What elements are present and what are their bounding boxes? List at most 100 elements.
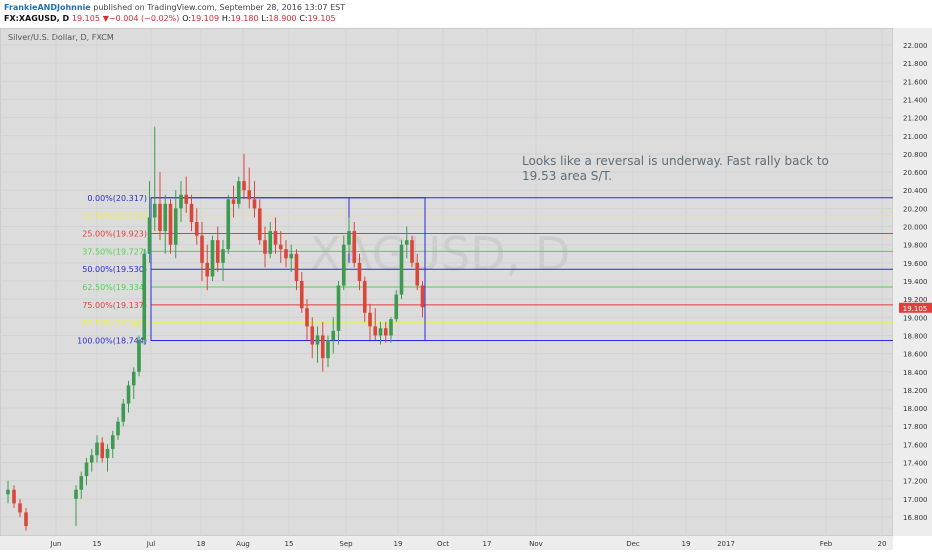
candle-body bbox=[179, 194, 183, 209]
price-tick-label: 18.200 bbox=[903, 387, 928, 395]
candle-body bbox=[184, 194, 189, 204]
candle-body bbox=[142, 253, 147, 340]
price-tick-label: 19.200 bbox=[903, 296, 928, 304]
price-tick-label: 21.200 bbox=[903, 115, 928, 123]
annotation-line: Looks like a reversal is underway. Fast … bbox=[522, 154, 829, 168]
annotation-text[interactable]: Looks like a reversal is underway. Fast … bbox=[522, 154, 829, 183]
candle-body bbox=[168, 203, 173, 245]
candle-body bbox=[420, 285, 425, 308]
price-tick-label: 19.400 bbox=[903, 278, 928, 286]
candle-body bbox=[263, 240, 267, 254]
candle-body bbox=[278, 244, 283, 250]
price-tick-label: 20.800 bbox=[903, 151, 928, 159]
candle-body bbox=[79, 476, 84, 490]
close-value: 19.105 bbox=[307, 14, 336, 23]
candle-body bbox=[341, 244, 346, 286]
time-tick-label: 15 bbox=[93, 540, 102, 548]
candle-body bbox=[242, 181, 246, 191]
candle-body bbox=[116, 421, 120, 436]
high-label: H: bbox=[221, 14, 231, 23]
candle-body bbox=[294, 253, 299, 281]
fib-level-label: 50.00%(19.530) bbox=[82, 265, 147, 274]
time-tick-label: Oct bbox=[437, 540, 449, 548]
chart-area[interactable]: XAGUSD, D Silver/U.S. Dollar, D, FXCM 0.… bbox=[0, 27, 932, 550]
down-arrow-icon: ▼ bbox=[102, 14, 109, 23]
fib-level-label: 0.00%(20.317) bbox=[87, 194, 147, 203]
grid-lines bbox=[0, 28, 893, 536]
price-chart[interactable]: XAGUSD, D Silver/U.S. Dollar, D, FXCM 0.… bbox=[0, 27, 932, 550]
candle-body bbox=[137, 340, 141, 372]
candle-body bbox=[331, 330, 336, 340]
publish-info: FrankieANDJohnnie published on TradingVi… bbox=[4, 2, 345, 13]
fib-range-box bbox=[150, 197, 426, 342]
last-price-marker: 19.105 bbox=[899, 302, 932, 313]
price-scale[interactable] bbox=[893, 28, 932, 536]
price-tick-label: 17.800 bbox=[903, 423, 928, 431]
price-tick-label: 16.800 bbox=[903, 514, 928, 522]
candle-body bbox=[305, 308, 309, 327]
time-tick-label: 18 bbox=[197, 540, 206, 548]
candle-body bbox=[326, 340, 330, 359]
price-tick-label: 19.800 bbox=[903, 242, 928, 250]
candle-body bbox=[252, 199, 257, 209]
time-axis-labels: Jun 15 Jul 18 Aug 15 Sep 19 Oct 17 Nov Dec 19 2017 Feb… bbox=[50, 540, 887, 548]
candle-body bbox=[357, 262, 362, 281]
candle-body bbox=[362, 281, 367, 313]
candle-body bbox=[6, 489, 10, 495]
price-tick-label: 21.800 bbox=[903, 60, 928, 68]
time-tick-label: Aug bbox=[236, 540, 250, 548]
candle-body bbox=[273, 231, 278, 245]
price-tick-label: 20.600 bbox=[903, 169, 928, 177]
plot-panel[interactable] bbox=[0, 27, 894, 537]
fib-level-label: 100.00%(18.744) bbox=[77, 337, 147, 346]
time-tick-label: Dec bbox=[626, 540, 640, 548]
time-tick-label: Sep bbox=[339, 540, 353, 548]
price-tick-label: 18.400 bbox=[903, 369, 928, 377]
candle-body bbox=[368, 312, 372, 327]
price-tick-label: 20.400 bbox=[903, 187, 928, 195]
candle-body bbox=[18, 503, 22, 513]
price-tick-label: 17.400 bbox=[903, 460, 928, 468]
candle-body bbox=[389, 319, 393, 336]
candle-body bbox=[163, 203, 168, 232]
candlestick-series bbox=[6, 126, 425, 531]
low-label: L: bbox=[261, 14, 269, 23]
candle-body bbox=[105, 448, 110, 458]
fib-level-label: 87.50%(18.940) bbox=[82, 319, 147, 328]
price-tick-label: 20.000 bbox=[903, 224, 928, 232]
time-tick-label: Jun bbox=[50, 540, 62, 548]
candle-body bbox=[189, 203, 194, 222]
price-axis-labels: 22.000 21.800 21.600 21.400 21.200 21.000 20.8… bbox=[903, 42, 928, 522]
high-value: 19.180 bbox=[230, 14, 259, 23]
price-tick-label: 18.000 bbox=[903, 405, 928, 413]
price-tick-label: 17.600 bbox=[903, 441, 928, 449]
candle-body bbox=[299, 281, 304, 309]
price-tick-label: 21.000 bbox=[903, 133, 928, 141]
last-price: 19.105 bbox=[71, 14, 100, 23]
price-tick-label: 22.000 bbox=[903, 42, 928, 50]
price-tick-label: 18.800 bbox=[903, 332, 928, 340]
last-price-label: 19.105 bbox=[903, 305, 928, 313]
price-tick-label: 21.600 bbox=[903, 78, 928, 86]
candle-body bbox=[24, 512, 28, 527]
candle-body bbox=[173, 208, 178, 245]
candle-body bbox=[221, 249, 225, 263]
candle-body bbox=[336, 285, 341, 331]
candle-body bbox=[231, 199, 236, 204]
low-value: 18.900 bbox=[268, 14, 297, 23]
candle-body bbox=[394, 294, 399, 320]
price-tick-label: 20.200 bbox=[903, 205, 928, 213]
candle-body bbox=[100, 442, 105, 458]
time-tick-label: 2017 bbox=[717, 540, 735, 548]
author-link[interactable]: FrankieANDJohnnie bbox=[4, 3, 91, 12]
candle-body bbox=[410, 240, 414, 263]
time-tick-label: Feb bbox=[820, 540, 833, 548]
candle-body bbox=[200, 235, 204, 263]
candle-body bbox=[315, 335, 320, 345]
open-value: 19.109 bbox=[191, 14, 220, 23]
fibonacci-retracement[interactable]: 0.00%(20.317) 12.50%(20.120) 25.00%(19.923… bbox=[77, 194, 893, 346]
price-tick-label: 21.400 bbox=[903, 96, 928, 104]
open-label: O: bbox=[182, 14, 192, 23]
time-scale[interactable] bbox=[0, 536, 893, 550]
candle-body bbox=[152, 203, 157, 218]
